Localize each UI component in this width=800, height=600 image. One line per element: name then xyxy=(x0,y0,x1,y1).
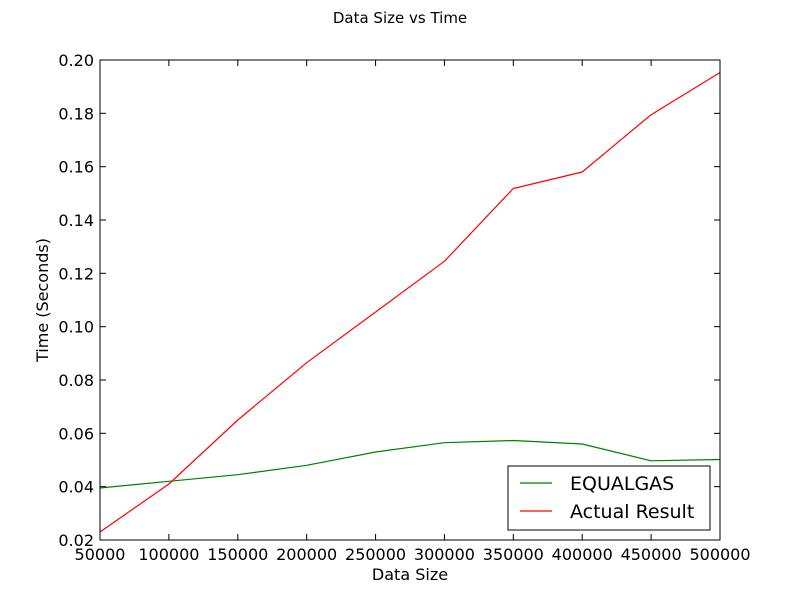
x-tick-label: 300000 xyxy=(414,545,475,564)
legend: EQUALGAS Actual Result xyxy=(507,465,711,531)
x-tick-label: 400000 xyxy=(552,545,613,564)
x-tick-label: 450000 xyxy=(621,545,682,564)
y-tick-label: 0.02 xyxy=(58,531,94,550)
y-tick-label: 0.14 xyxy=(58,211,94,230)
x-tick-label: 50000 xyxy=(75,545,126,564)
series-layer xyxy=(99,71,721,533)
y-tick-label: 0.06 xyxy=(58,424,94,443)
y-tick-label: 0.10 xyxy=(58,318,94,337)
x-tick-label: 150000 xyxy=(207,545,268,564)
tick-layer: 50000 100000 150000 200000 250000 300000 35000… xyxy=(58,51,750,564)
plot-area xyxy=(100,60,720,540)
chart-title: Data Size vs Time xyxy=(333,9,467,27)
x-tick-label: 250000 xyxy=(345,545,406,564)
y-tick-label: 0.20 xyxy=(58,51,94,70)
x-tick-label: 100000 xyxy=(138,545,199,564)
y-tick-label: 0.18 xyxy=(58,104,94,123)
series-line-actual-result xyxy=(99,71,721,533)
plot-frame xyxy=(99,59,721,541)
x-tick-label: 500000 xyxy=(689,545,750,564)
y-tick-label: 0.12 xyxy=(58,264,94,283)
legend-box xyxy=(507,465,711,531)
legend-label-equalgas: EQUALGAS xyxy=(570,473,674,495)
series-line-equalgas xyxy=(99,439,721,489)
y-tick-label: 0.16 xyxy=(58,158,94,177)
y-tick-label: 0.04 xyxy=(58,478,94,497)
x-tick-label: 200000 xyxy=(276,545,337,564)
x-tick-label: 350000 xyxy=(483,545,544,564)
y-tick-label: 0.08 xyxy=(58,371,94,390)
legend-label-actual-result: Actual Result xyxy=(570,501,694,523)
x-axis-label: Data Size xyxy=(372,565,448,584)
y-axis-label: Time (Seconds) xyxy=(33,238,52,363)
